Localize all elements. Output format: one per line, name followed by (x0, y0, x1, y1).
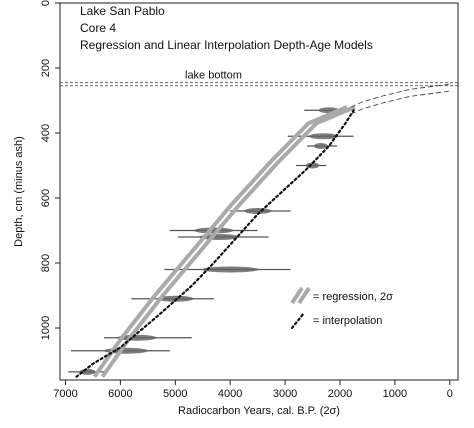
y-axis-label: Depth, cm (minus ash) (13, 136, 25, 247)
plot-frame (59, 2, 459, 381)
axis-ticks: 7000 6000 5000 4000 3000 2000 1000 0 0 200 400 600 8… (40, 0, 453, 400)
chart-title: Lake San Pablo Core 4 Regression and Linea… (80, 4, 373, 52)
lake-bottom-label: lake bottom (185, 69, 242, 81)
y-tick-label: 800 (40, 254, 52, 272)
title-line: Regression and Linear Interpolation Dept… (80, 38, 373, 52)
x-tick-label: 2000 (328, 388, 352, 400)
legend-swatch-regression-b (297, 286, 311, 305)
legend-swatch-interpolation (290, 311, 306, 330)
plot-border (59, 2, 459, 381)
date-probability (193, 227, 234, 234)
legend-label-interpolation: = interpolation (313, 315, 382, 327)
legend-label-regression: = regression, 2σ (313, 291, 393, 303)
y-tick-label: 600 (40, 189, 52, 207)
legend-swatch-regression-a (290, 286, 304, 305)
title-line: Core 4 (80, 21, 116, 35)
date-probability (244, 208, 272, 214)
legend: = regression, 2σ = interpolation (290, 286, 393, 330)
date-probability (313, 143, 328, 149)
y-tick-label: 400 (40, 124, 52, 142)
y-tick-label: 200 (40, 59, 52, 77)
series-regression-a (92, 105, 348, 378)
y-tick-label: 0 (40, 0, 52, 6)
x-tick-label: 3000 (273, 388, 297, 400)
date-probability (308, 133, 339, 140)
model-lines (75, 83, 450, 378)
x-tick-label: 6000 (108, 388, 132, 400)
series-regression-b (100, 105, 356, 378)
series-interpolation (75, 109, 355, 378)
x-tick-label: 4000 (218, 388, 242, 400)
x-tick-label: 7000 (53, 388, 77, 400)
y-tick-label: 1000 (40, 316, 52, 340)
lake-bottom-line: lake bottom (60, 69, 458, 87)
date-probability (201, 266, 259, 273)
series-extrapolation-lower (350, 90, 450, 115)
date-probability (156, 295, 194, 302)
x-tick-label: 0 (447, 388, 453, 400)
x-tick-label: 5000 (163, 388, 187, 400)
title-line: Lake San Pablo (80, 4, 165, 18)
series-extrapolation (350, 83, 450, 108)
x-tick-label: 1000 (383, 388, 407, 400)
x-axis-label: Radiocarbon Years, cal. B.P. (2σ) (178, 405, 340, 417)
